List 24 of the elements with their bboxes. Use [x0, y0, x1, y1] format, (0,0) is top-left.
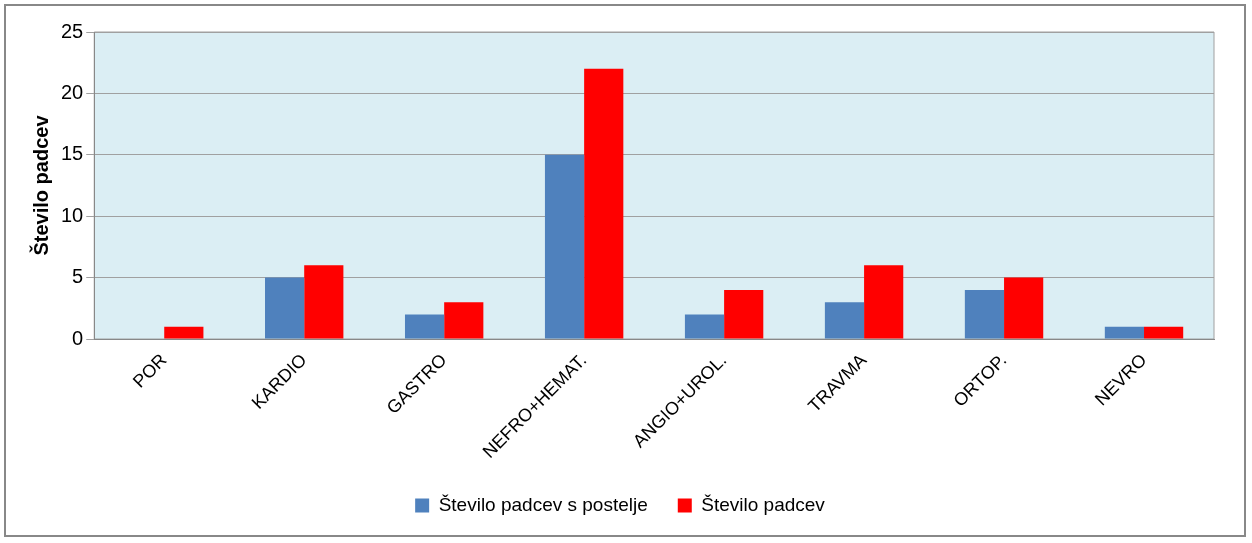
y-tick-label: 15	[61, 142, 84, 165]
y-tick-label: 25	[61, 19, 84, 42]
y-tick-label: 5	[72, 265, 84, 288]
bar	[304, 265, 344, 339]
bar	[964, 289, 1005, 339]
legend-label: Število padcev	[701, 493, 826, 515]
bar	[164, 326, 204, 339]
bar	[1004, 277, 1044, 339]
y-axis-title: Število padcev	[28, 114, 52, 256]
bar	[724, 289, 764, 339]
bar	[444, 302, 484, 339]
y-tick-label: 10	[61, 203, 84, 226]
bar	[824, 302, 865, 339]
bar	[864, 265, 904, 339]
bar	[265, 277, 305, 339]
bar	[1144, 326, 1184, 339]
bar	[544, 154, 585, 339]
legend-label: Število padcev s postelje	[438, 493, 648, 515]
bar	[684, 314, 725, 339]
bar	[1104, 326, 1145, 339]
y-tick-label: 20	[61, 80, 84, 103]
y-tick-label: 0	[72, 326, 84, 349]
bar	[584, 68, 624, 339]
bar	[404, 314, 445, 339]
